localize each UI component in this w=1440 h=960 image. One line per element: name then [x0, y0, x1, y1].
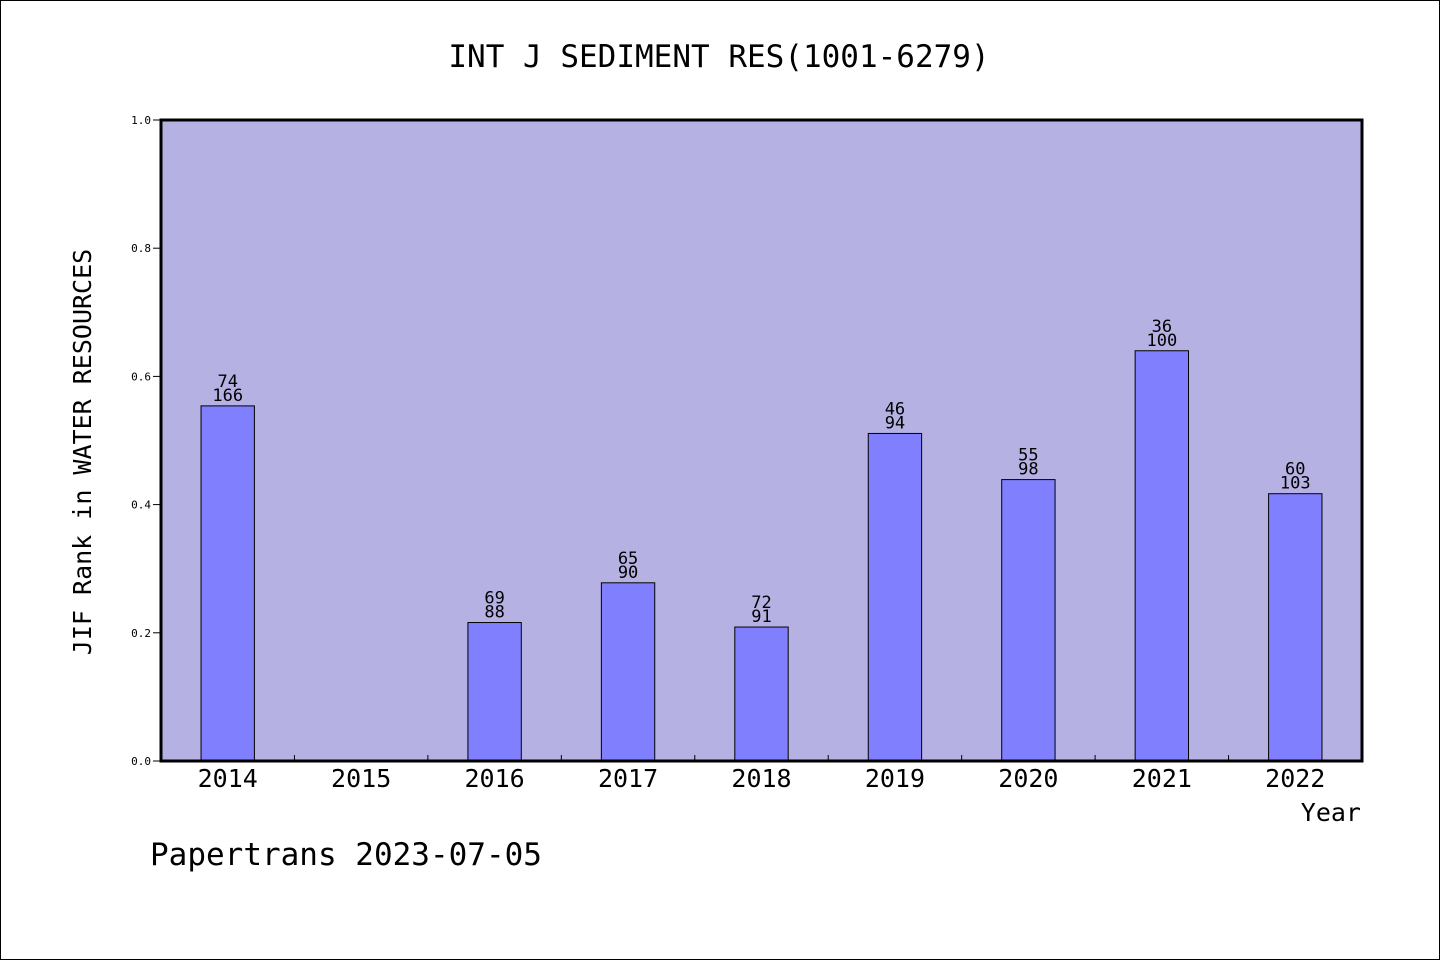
bar: [467, 622, 522, 762]
bar-label-rank: 72: [751, 593, 771, 613]
bar-label-total: 98: [1018, 460, 1038, 480]
bar-label-total: 88: [484, 603, 504, 623]
plot-border: [159, 118, 1364, 763]
x-tick-label: 2022: [1265, 764, 1325, 793]
bar-label-total: 91: [751, 607, 771, 627]
bar: [734, 626, 789, 762]
y-tick-label: 1.0: [131, 114, 151, 127]
bar: [1268, 493, 1323, 762]
bar: [600, 582, 656, 762]
x-tick-label: 2019: [865, 764, 925, 793]
y-tick-label: 0.8: [131, 242, 151, 255]
y-axis-ticks: 0.0 0.2 0.4 0.6 0.8 1.0: [131, 114, 161, 768]
y-axis-label: JIF Rank in WATER RESOURCES: [68, 249, 97, 655]
bar-label-rank: 69: [484, 589, 504, 609]
bar-label-rank: 46: [885, 399, 905, 419]
x-axis-label: Year: [1301, 798, 1361, 827]
bar-label-rank: 65: [618, 549, 638, 569]
x-tick-label: 2021: [1132, 764, 1192, 793]
bar: [1134, 350, 1190, 762]
bar-label-total: 94: [885, 413, 905, 433]
chart-title: INT J SEDIMENT RES(1001-6279): [448, 39, 989, 75]
y-tick-label: 0.0: [131, 755, 151, 768]
bar-label-rank: 36: [1152, 317, 1172, 337]
x-tick-label: 2015: [331, 764, 391, 793]
x-tick-label: 2014: [198, 764, 258, 793]
watermark-text: Papertrans 2023-07-05: [150, 837, 542, 873]
x-tick-label: 2017: [598, 764, 658, 793]
bar-label-rank: 60: [1285, 460, 1305, 480]
bar: [1001, 479, 1056, 762]
x-axis-ticks: 2014 2015 2016 2017 2018 2019 2020 2021 2022: [198, 755, 1325, 793]
bar-label-total: 100: [1146, 331, 1177, 351]
y-tick-label: 0.2: [131, 627, 151, 640]
x-tick-label: 2020: [998, 764, 1058, 793]
bar-label-total: 103: [1280, 474, 1311, 494]
bar-label-total: 90: [618, 563, 638, 583]
bar-label-rank: 74: [217, 372, 237, 392]
y-tick-label: 0.6: [131, 370, 151, 383]
y-tick-label: 0.4: [131, 499, 151, 512]
bar: [867, 432, 923, 762]
x-tick-label: 2016: [465, 764, 525, 793]
bar-group: [200, 350, 1323, 762]
x-tick-label: 2018: [731, 764, 791, 793]
bar: [200, 405, 255, 762]
bar-label-total: 166: [212, 386, 243, 406]
bar-label-rank: 55: [1018, 446, 1038, 466]
